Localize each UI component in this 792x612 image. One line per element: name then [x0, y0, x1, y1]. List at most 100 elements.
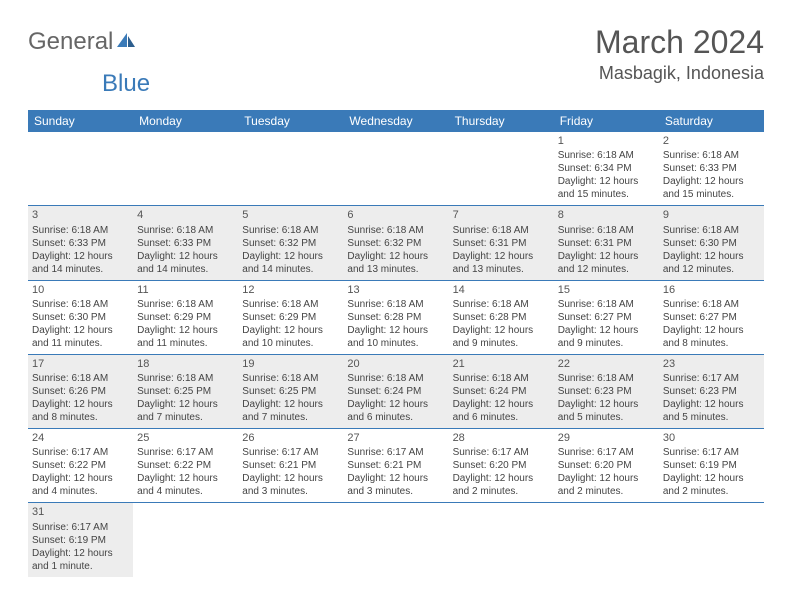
week-row: 1Sunrise: 6:18 AMSunset: 6:34 PMDaylight… [28, 132, 764, 206]
daylight-text: Daylight: 12 hours and 4 minutes. [32, 472, 129, 498]
sunset-text: Sunset: 6:28 PM [453, 311, 550, 324]
day-cell: 21Sunrise: 6:18 AMSunset: 6:24 PMDayligh… [449, 355, 554, 428]
sunset-text: Sunset: 6:27 PM [558, 311, 655, 324]
day-number: 10 [32, 283, 129, 297]
sunrise-text: Sunrise: 6:17 AM [32, 446, 129, 459]
daylight-text: Daylight: 12 hours and 7 minutes. [137, 398, 234, 424]
day-number: 28 [453, 431, 550, 445]
daylight-text: Daylight: 12 hours and 6 minutes. [347, 398, 444, 424]
empty-cell [28, 132, 133, 205]
day-cell: 1Sunrise: 6:18 AMSunset: 6:34 PMDaylight… [554, 132, 659, 205]
daylight-text: Daylight: 12 hours and 7 minutes. [242, 398, 339, 424]
day-cell: 12Sunrise: 6:18 AMSunset: 6:29 PMDayligh… [238, 281, 343, 354]
weekday-header: Friday [554, 110, 659, 132]
sunset-text: Sunset: 6:20 PM [453, 459, 550, 472]
day-number: 16 [663, 283, 760, 297]
weekday-header: Tuesday [238, 110, 343, 132]
day-cell: 11Sunrise: 6:18 AMSunset: 6:29 PMDayligh… [133, 281, 238, 354]
day-cell: 29Sunrise: 6:17 AMSunset: 6:20 PMDayligh… [554, 429, 659, 502]
sunrise-text: Sunrise: 6:18 AM [453, 372, 550, 385]
sunset-text: Sunset: 6:23 PM [558, 385, 655, 398]
sunset-text: Sunset: 6:26 PM [32, 385, 129, 398]
sunrise-text: Sunrise: 6:18 AM [137, 372, 234, 385]
daylight-text: Daylight: 12 hours and 2 minutes. [558, 472, 655, 498]
daylight-text: Daylight: 12 hours and 9 minutes. [453, 324, 550, 350]
month-title: March 2024 [595, 24, 764, 61]
weekday-header: Saturday [659, 110, 764, 132]
sunset-text: Sunset: 6:32 PM [347, 237, 444, 250]
day-cell: 10Sunrise: 6:18 AMSunset: 6:30 PMDayligh… [28, 281, 133, 354]
sunrise-text: Sunrise: 6:18 AM [137, 224, 234, 237]
day-number: 11 [137, 283, 234, 297]
day-cell: 27Sunrise: 6:17 AMSunset: 6:21 PMDayligh… [343, 429, 448, 502]
sunset-text: Sunset: 6:31 PM [453, 237, 550, 250]
day-cell: 26Sunrise: 6:17 AMSunset: 6:21 PMDayligh… [238, 429, 343, 502]
day-cell: 13Sunrise: 6:18 AMSunset: 6:28 PMDayligh… [343, 281, 448, 354]
empty-cell [343, 132, 448, 205]
sunrise-text: Sunrise: 6:18 AM [663, 224, 760, 237]
day-number: 12 [242, 283, 339, 297]
daylight-text: Daylight: 12 hours and 4 minutes. [137, 472, 234, 498]
daylight-text: Daylight: 12 hours and 8 minutes. [663, 324, 760, 350]
daylight-text: Daylight: 12 hours and 1 minute. [32, 547, 129, 573]
daylight-text: Daylight: 12 hours and 14 minutes. [32, 250, 129, 276]
daylight-text: Daylight: 12 hours and 11 minutes. [32, 324, 129, 350]
empty-cell [133, 503, 238, 576]
sunrise-text: Sunrise: 6:18 AM [663, 149, 760, 162]
sunrise-text: Sunrise: 6:18 AM [347, 298, 444, 311]
day-number: 4 [137, 208, 234, 222]
day-number: 19 [242, 357, 339, 371]
sunrise-text: Sunrise: 6:18 AM [242, 298, 339, 311]
day-cell: 5Sunrise: 6:18 AMSunset: 6:32 PMDaylight… [238, 206, 343, 279]
day-cell: 6Sunrise: 6:18 AMSunset: 6:32 PMDaylight… [343, 206, 448, 279]
day-number: 17 [32, 357, 129, 371]
sunrise-text: Sunrise: 6:17 AM [242, 446, 339, 459]
daylight-text: Daylight: 12 hours and 2 minutes. [453, 472, 550, 498]
daylight-text: Daylight: 12 hours and 14 minutes. [242, 250, 339, 276]
empty-cell [343, 503, 448, 576]
weekday-header: Thursday [449, 110, 554, 132]
day-number: 20 [347, 357, 444, 371]
day-cell: 2Sunrise: 6:18 AMSunset: 6:33 PMDaylight… [659, 132, 764, 205]
sunset-text: Sunset: 6:23 PM [663, 385, 760, 398]
daylight-text: Daylight: 12 hours and 6 minutes. [453, 398, 550, 424]
sunrise-text: Sunrise: 6:18 AM [32, 298, 129, 311]
weekday-header: Wednesday [343, 110, 448, 132]
empty-cell [659, 503, 764, 576]
day-cell: 25Sunrise: 6:17 AMSunset: 6:22 PMDayligh… [133, 429, 238, 502]
sunrise-text: Sunrise: 6:17 AM [32, 521, 129, 534]
day-number: 31 [32, 505, 129, 519]
day-number: 25 [137, 431, 234, 445]
daylight-text: Daylight: 12 hours and 14 minutes. [137, 250, 234, 276]
logo: General [28, 28, 137, 56]
day-cell: 28Sunrise: 6:17 AMSunset: 6:20 PMDayligh… [449, 429, 554, 502]
sunrise-text: Sunrise: 6:17 AM [453, 446, 550, 459]
day-cell: 8Sunrise: 6:18 AMSunset: 6:31 PMDaylight… [554, 206, 659, 279]
logo-text-2: Blue [102, 70, 150, 97]
sunset-text: Sunset: 6:21 PM [347, 459, 444, 472]
weekday-header: Sunday [28, 110, 133, 132]
sunset-text: Sunset: 6:22 PM [32, 459, 129, 472]
sunset-text: Sunset: 6:33 PM [663, 162, 760, 175]
sunrise-text: Sunrise: 6:18 AM [242, 224, 339, 237]
empty-cell [133, 132, 238, 205]
calendar: SundayMondayTuesdayWednesdayThursdayFrid… [28, 110, 764, 577]
day-number: 26 [242, 431, 339, 445]
day-number: 8 [558, 208, 655, 222]
sunrise-text: Sunrise: 6:18 AM [347, 224, 444, 237]
daylight-text: Daylight: 12 hours and 11 minutes. [137, 324, 234, 350]
day-number: 24 [32, 431, 129, 445]
day-cell: 14Sunrise: 6:18 AMSunset: 6:28 PMDayligh… [449, 281, 554, 354]
day-number: 9 [663, 208, 760, 222]
daylight-text: Daylight: 12 hours and 15 minutes. [663, 175, 760, 201]
day-number: 14 [453, 283, 550, 297]
daylight-text: Daylight: 12 hours and 9 minutes. [558, 324, 655, 350]
day-cell: 22Sunrise: 6:18 AMSunset: 6:23 PMDayligh… [554, 355, 659, 428]
daylight-text: Daylight: 12 hours and 15 minutes. [558, 175, 655, 201]
logo-text-1: General [28, 28, 113, 56]
daylight-text: Daylight: 12 hours and 10 minutes. [242, 324, 339, 350]
week-row: 17 Sunrise: 6:18 AM Sunset: 6:26 PM Dayligh… [28, 355, 764, 429]
sunrise-text: Sunrise: 6:18 AM [453, 224, 550, 237]
day-cell: 19Sunrise: 6:18 AMSunset: 6:25 PMDayligh… [238, 355, 343, 428]
day-number: 23 [663, 357, 760, 371]
